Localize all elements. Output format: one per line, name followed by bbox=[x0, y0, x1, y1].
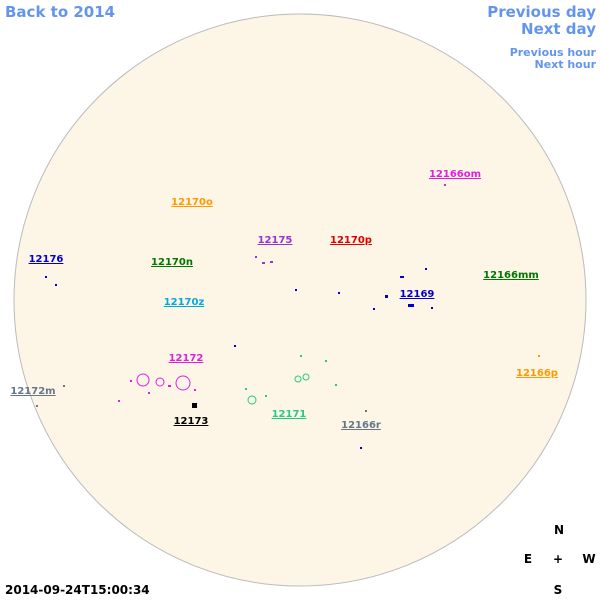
region-label: 12172 bbox=[169, 353, 204, 364]
next-day-link[interactable]: Next day bbox=[521, 20, 596, 38]
region-label: 12166mm bbox=[483, 270, 539, 281]
previous-day-link[interactable]: Previous day bbox=[487, 3, 596, 21]
region-label: 12170p bbox=[330, 235, 372, 246]
compass-south: S bbox=[554, 583, 563, 597]
compass-center: + bbox=[553, 552, 563, 566]
solar-disk bbox=[13, 13, 587, 587]
compass-north: N bbox=[554, 523, 564, 537]
region-label: 12166r bbox=[341, 420, 381, 431]
region-label: 12166p bbox=[516, 368, 558, 379]
region-label: 12169 bbox=[400, 289, 435, 300]
region-label: 12171 bbox=[272, 409, 307, 420]
back-link[interactable]: Back to 2014 bbox=[5, 3, 115, 21]
region-label: 12175 bbox=[258, 235, 293, 246]
compass-east: E bbox=[524, 552, 532, 566]
region-label: 12170o bbox=[171, 197, 213, 208]
sunspots bbox=[36, 184, 540, 449]
region-label: 12166om bbox=[429, 169, 481, 180]
next-hour-link[interactable]: Next hour bbox=[535, 58, 597, 71]
region-label: 12176 bbox=[29, 254, 64, 265]
region-label: 12170z bbox=[164, 297, 205, 308]
region-label: 12170n bbox=[151, 257, 193, 268]
region-label: 12173 bbox=[174, 416, 209, 427]
region-label: 12172m bbox=[10, 386, 55, 397]
previous-hour-link[interactable]: Previous hour bbox=[510, 46, 597, 59]
compass-west: W bbox=[582, 552, 595, 566]
timestamp: 2014-09-24T15:00:34 bbox=[5, 583, 150, 597]
